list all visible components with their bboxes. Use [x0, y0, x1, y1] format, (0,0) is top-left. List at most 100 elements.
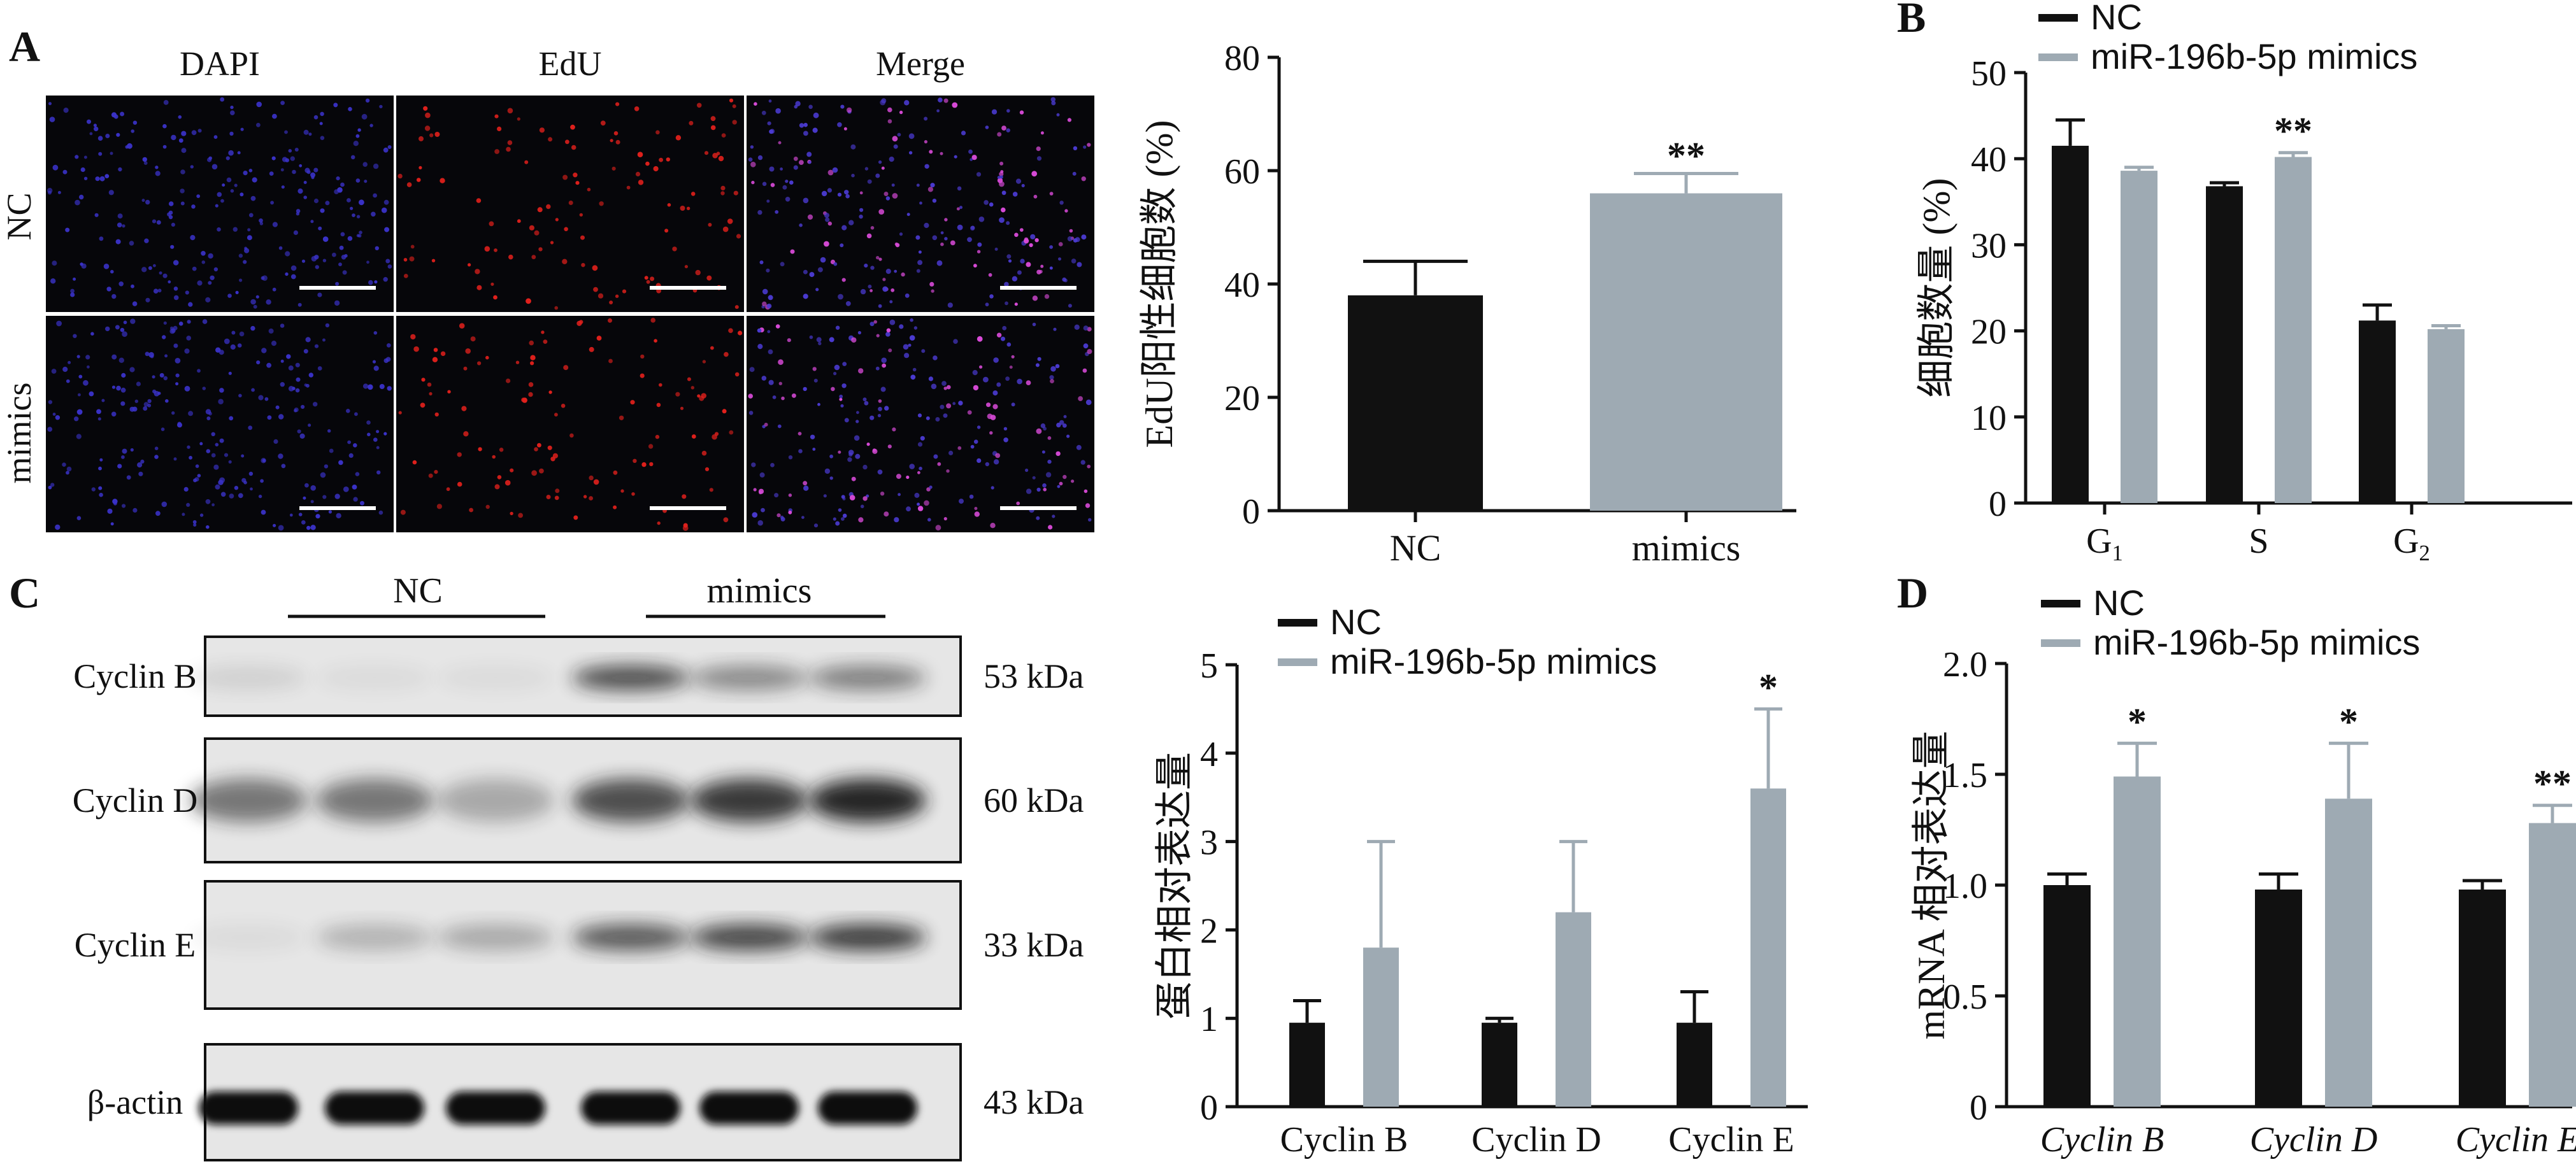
- cell-dot: [780, 515, 784, 520]
- cell-dot: [889, 156, 894, 162]
- cell-dot: [83, 155, 87, 159]
- cell-dot: [66, 471, 69, 475]
- cell-dot: [280, 168, 284, 172]
- band: [691, 779, 808, 822]
- cell-dot: [940, 242, 944, 246]
- cell-dot: [946, 469, 950, 473]
- cell-dot: [846, 107, 852, 113]
- cell-dot: [579, 213, 583, 217]
- cell-dot: [184, 386, 190, 392]
- cell-dot: [855, 453, 861, 459]
- cell-dot: [841, 383, 847, 388]
- bar-mimics: [2325, 798, 2372, 1107]
- cell-dot: [49, 117, 55, 122]
- cell-dot: [839, 397, 843, 401]
- cell-dot: [906, 506, 911, 512]
- cell-dot: [716, 152, 720, 155]
- band: [437, 665, 554, 691]
- blot-strip--actin: β-actin 43 kDa: [87, 1043, 1084, 1161]
- cell-dot: [888, 348, 892, 353]
- cell-dot: [924, 117, 928, 121]
- bar-nc: [2206, 186, 2243, 503]
- cell-dot: [434, 132, 440, 137]
- blot-strip-cyclin-e: Cyclin E 33 kDa: [75, 880, 1084, 1010]
- cell-dot: [375, 246, 379, 250]
- cell-dot: [761, 110, 766, 115]
- cell-dot: [952, 402, 956, 406]
- cell-dot: [985, 125, 989, 129]
- cell-dot: [280, 382, 285, 387]
- cell-dot: [988, 273, 992, 277]
- cell-dot: [887, 107, 892, 113]
- cell-dot: [848, 220, 854, 225]
- cell-dot: [145, 199, 150, 205]
- kda-label: 33 kDa: [984, 926, 1084, 964]
- wb-group-mimics: mimics: [707, 571, 812, 611]
- cell-dot: [641, 462, 647, 467]
- cell-dot: [76, 516, 82, 520]
- cell-dot: [546, 495, 551, 499]
- cell-dot: [347, 198, 351, 202]
- cell-dot: [840, 104, 845, 109]
- cell-dot: [562, 174, 568, 180]
- cell-dot: [1029, 243, 1033, 248]
- cell-dot: [892, 193, 898, 199]
- cell-dot: [297, 188, 303, 194]
- cell-dot: [866, 443, 870, 446]
- cell-dot: [845, 301, 851, 306]
- cell-dot: [644, 276, 648, 280]
- cell-dot: [997, 176, 1001, 180]
- cell-dot: [48, 400, 53, 404]
- cell-dot: [352, 485, 357, 490]
- cell-dot: [528, 392, 533, 397]
- cell-dot: [225, 156, 230, 160]
- cell-dot: [1050, 366, 1056, 372]
- y-axis-label: EdU阳性细胞数 (%): [1138, 120, 1180, 448]
- cell-dot: [224, 338, 230, 344]
- cell-dot: [680, 406, 684, 410]
- y-tick-label: 60: [1224, 152, 1260, 192]
- cell-dot: [485, 355, 489, 360]
- cell-dot: [648, 444, 654, 449]
- cell-dot: [1015, 178, 1022, 184]
- cell-dot: [313, 115, 318, 120]
- cell-dot: [366, 260, 369, 264]
- cell-dot: [270, 201, 274, 205]
- cell-dot: [348, 453, 354, 458]
- cell-dot: [659, 157, 663, 162]
- cell-dot: [886, 328, 891, 333]
- cell-dot: [954, 155, 957, 159]
- cell-dot: [1076, 444, 1082, 450]
- cell-dot: [1041, 450, 1045, 454]
- cell-dot: [434, 470, 438, 474]
- cell-dot: [885, 196, 891, 201]
- cell-dot: [801, 516, 805, 519]
- cell-dot: [878, 406, 882, 411]
- cell-dot: [264, 397, 269, 401]
- cell-dot: [970, 225, 975, 230]
- cell-dot: [258, 494, 262, 499]
- cell-dot: [702, 360, 706, 364]
- cell-dot: [761, 376, 767, 381]
- cell-dot: [1051, 101, 1056, 106]
- cell-dot: [156, 220, 161, 225]
- cell-dot: [848, 452, 853, 457]
- cell-dot: [764, 422, 768, 427]
- cell-dot: [889, 300, 893, 304]
- cell-dot: [361, 113, 368, 120]
- cell-dot: [571, 145, 576, 150]
- cell-dot: [615, 102, 620, 106]
- cell-dot: [528, 382, 534, 387]
- western-blot: Cyclin B 53 kDa Cyclin D 60 kDa Cyclin E 33 k…: [73, 635, 1084, 1161]
- cell-dot: [130, 318, 136, 324]
- cell-dot: [436, 504, 443, 509]
- cell-dot: [989, 202, 994, 207]
- cell-dot: [859, 215, 863, 219]
- cell-dot: [600, 120, 606, 126]
- cell-dot: [266, 299, 271, 305]
- cell-dot: [121, 455, 125, 459]
- cell-dot: [1006, 109, 1010, 113]
- cell-dot: [80, 167, 85, 173]
- cell-dot: [278, 453, 283, 459]
- cell-dot: [823, 494, 827, 498]
